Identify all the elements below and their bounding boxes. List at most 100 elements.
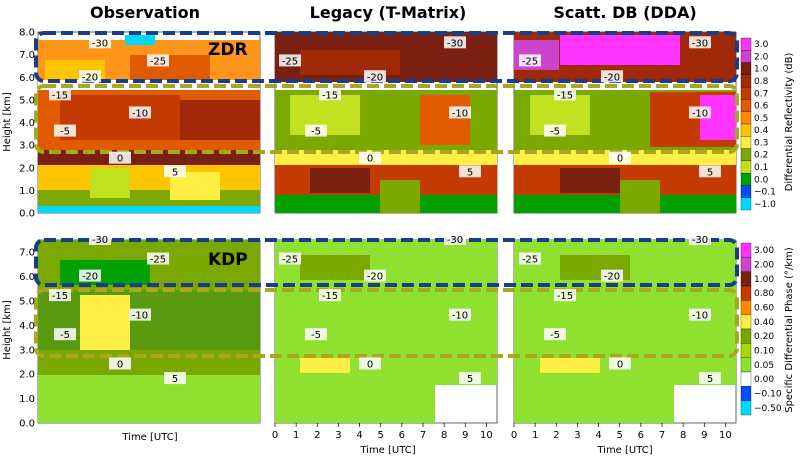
x-tick-label: 1 [532, 430, 538, 441]
colorbar-swatch [740, 371, 752, 387]
colorbar-swatch [740, 50, 752, 63]
contour-label: -30 [692, 38, 708, 49]
contour-label: 5 [707, 167, 713, 178]
colorbar-tick-label: −0.1 [754, 188, 776, 198]
contour-label-bg [689, 106, 711, 119]
x-tick-label: 6 [638, 430, 644, 441]
colorbar-tick-label: 1.00 [754, 275, 774, 285]
x-tick-label: 3 [574, 430, 580, 441]
colorbar-tick-label: 1.0 [754, 65, 769, 75]
contour-label-bg [689, 308, 711, 321]
zdr-legacy-panel [274, 31, 498, 214]
contour-label: -20 [82, 72, 98, 83]
x-tick-label: 7 [659, 430, 665, 441]
contour-label: -10 [452, 108, 468, 119]
colorbar-swatch [740, 343, 752, 358]
contour-label: -25 [522, 255, 538, 266]
contour-label: -25 [150, 56, 166, 67]
y-tick-label: 5.0 [19, 95, 35, 106]
contour-label: -10 [692, 311, 708, 322]
contour-label-bg [49, 289, 71, 302]
contour-label: -30 [92, 235, 108, 246]
y-tick-label: 8.0 [19, 28, 35, 39]
contour-label-bg [459, 372, 481, 385]
kdp-colorbar: 3.00 2.00 1.00 0.80 0.60 0.40 0.20 0.10 0.05 0.00… [740, 242, 782, 416]
zdr-colorbar: 3.0 2.0 1.0 0.8 0.7 0.6 0.5 0.4 0.3 0.2 0.1 0.0 −0.1… [740, 37, 776, 211]
x-tick-label: 10 [719, 430, 732, 441]
contour-label: -5 [311, 330, 321, 341]
colorbar-swatch [740, 400, 752, 416]
contour-label: -15 [52, 90, 68, 101]
contour-label-bg [79, 269, 101, 282]
colorbar-swatch [740, 242, 752, 258]
contour-label-bg [89, 36, 111, 49]
y-tick-label: 7.0 [19, 50, 35, 61]
x-axis-label-legacy: Time [UTC] [359, 445, 415, 456]
kdp-temperature-labels: -30 -30 -30 -25 -25 -25 -20 -20 -20 -15 -15 -15 -10 -… [49, 233, 721, 385]
colorbar-tick-label: 0.10 [754, 347, 774, 357]
contour-label: -15 [322, 291, 338, 302]
kdp-upper-band-outline [34, 238, 739, 287]
x-tick-label: 4 [595, 430, 601, 441]
zdr-mid-band-outline [34, 84, 739, 154]
colorbar-swatch [740, 197, 752, 211]
contour-label-bg [305, 328, 327, 341]
contour-label: -5 [550, 127, 560, 138]
colorbar-tick-label: −0.50 [754, 404, 782, 414]
zdr-upper-band-outline [34, 31, 739, 83]
contour-label: -10 [132, 108, 148, 119]
contour-label-bg [554, 88, 576, 101]
x-tick-label: 6 [399, 430, 405, 441]
colorbar-tick-label: 0.20 [754, 332, 774, 342]
y-tick-label: 2.0 [19, 370, 35, 381]
contour-label-bg [689, 233, 711, 245]
kdp-y-axis-label: Height [km] [2, 300, 13, 360]
contour-label: -10 [452, 311, 468, 322]
contour-label: -30 [92, 38, 108, 49]
colorbar-swatch [740, 62, 752, 76]
x-tick-label: 3 [335, 430, 341, 441]
colorbar-swatch [740, 123, 752, 137]
x-tick-label: 8 [441, 430, 447, 441]
colorbar-tick-label: 2.0 [754, 52, 769, 62]
y-tick-label: 5.0 [19, 297, 35, 308]
colorbar-swatch [740, 314, 752, 330]
x-axis-ticks: 0 1 2 3 4 5 6 7 8 9 10 0 1 2 3 4 5 6 7 8 9 10 [272, 423, 732, 441]
kdp-legacy-panel [274, 239, 498, 424]
zdr-colorbar-label: Differential Reflectivity (dB) [784, 53, 795, 192]
contour-label-bg [147, 54, 169, 67]
contour-label-bg [601, 70, 623, 83]
colorbar-swatch [740, 160, 752, 174]
contour-label-bg [89, 233, 111, 245]
contour-label-bg [109, 357, 131, 370]
contour-label-bg [49, 88, 71, 101]
contour-label-bg [359, 151, 381, 164]
contour-label: -5 [60, 127, 70, 138]
contour-label-bg [544, 124, 566, 137]
contour-label-bg [554, 289, 576, 302]
colorbar-swatch [740, 386, 752, 401]
contour-label-bg [129, 106, 151, 119]
x-tick-label: 2 [314, 430, 320, 441]
x-tick-label: 1 [293, 430, 299, 441]
contour-label: -5 [550, 330, 560, 341]
contour-label: -25 [150, 255, 166, 266]
contour-label: -15 [322, 90, 338, 101]
zdr-y-axis-label: Height [km] [2, 92, 13, 152]
contour-label-bg [699, 372, 721, 385]
contour-label: -10 [692, 108, 708, 119]
contour-label-bg [279, 252, 301, 265]
contour-label: -15 [52, 291, 68, 302]
colorbar-tick-label: −0.10 [754, 390, 782, 400]
contour-label-bg [359, 357, 381, 370]
contour-label-bg [444, 233, 466, 245]
contour-label: 5 [172, 374, 178, 385]
contour-label-bg [147, 252, 169, 265]
column-title-scattdb: Scatt. DB (DDA) [553, 3, 696, 22]
contour-label: 5 [172, 167, 178, 178]
contour-label-bg [279, 54, 301, 67]
y-tick-label: 3.0 [19, 345, 35, 356]
contour-label: -20 [82, 272, 98, 283]
colorbar-swatch [740, 357, 752, 373]
colorbar-tick-label: 0.4 [754, 126, 769, 136]
